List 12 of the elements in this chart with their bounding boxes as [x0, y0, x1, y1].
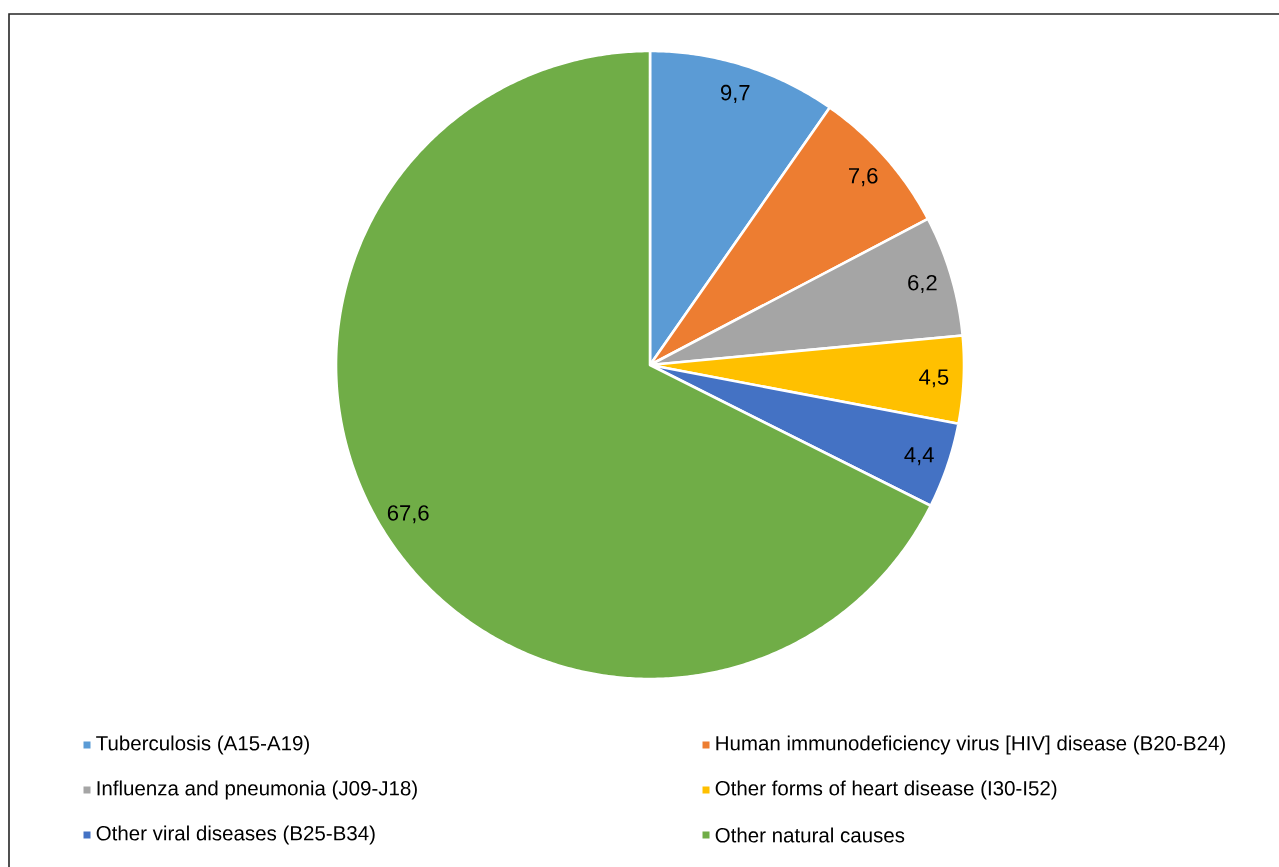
data-label: 7,6 [849, 167, 878, 187]
legend-label: Other viral diseases (B25-B34) [96, 825, 375, 845]
legend-label: Other forms of heart disease (I30-I52) [715, 780, 1057, 800]
data-label: 9,7 [721, 84, 750, 103]
data-label: 67,6 [387, 505, 429, 524]
data-label: 4,5 [919, 369, 949, 388]
legend-label: Influenza and pneumonia (J09-J18) [97, 780, 417, 800]
legend-label: Tuberculosis (A15-A19) [96, 735, 309, 755]
legend-label: Other natural causes [715, 827, 905, 843]
data-label: 6,2 [908, 274, 937, 294]
legend-label: Human immunodeficiency virus [HIV] disease (B20-B24) [716, 735, 1225, 755]
data-label: 4,4 [904, 447, 934, 466]
